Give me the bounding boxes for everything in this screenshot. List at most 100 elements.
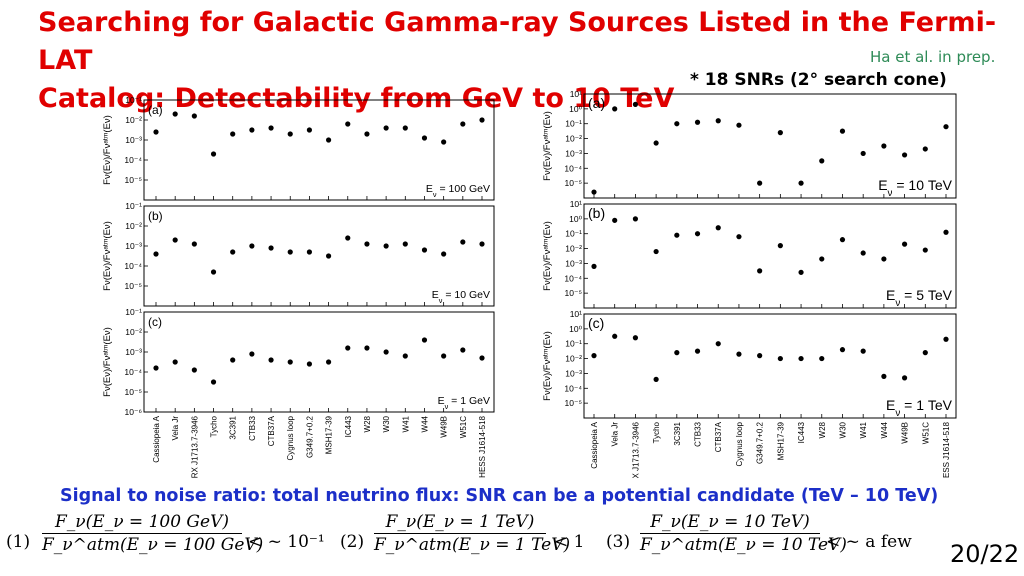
- data-point: [674, 350, 680, 356]
- y-tick-label: 10⁻²: [565, 244, 582, 254]
- data-point: [249, 243, 255, 249]
- data-point: [798, 269, 804, 275]
- x-tick-label: HESS J1614-518: [478, 415, 487, 477]
- data-point: [819, 158, 825, 164]
- figure-right: 10¹ 10⁰ 10⁻¹ 10⁻² 10⁻³ 10⁻⁴ 10⁻⁵ (a) Eν = 10 TeV…: [542, 89, 957, 478]
- x-tick-label: W44: [880, 421, 889, 438]
- y-axis-label: Fν(Eν)/Fνᵃᵗᵐ(Eν): [542, 331, 553, 401]
- data-point: [172, 111, 178, 117]
- reference-note: Ha et al. in prep.: [870, 48, 996, 66]
- data-point: [901, 375, 908, 381]
- y-tick-label: 10⁻¹: [125, 201, 142, 211]
- data-point: [230, 249, 236, 255]
- data-point: [591, 263, 597, 269]
- y-tick-label: 10⁻¹: [565, 229, 582, 239]
- equation-denominator: F_ν^atm(E_ν = 1 TeV): [374, 535, 571, 555]
- data-point: [777, 355, 783, 362]
- data-point: [922, 350, 928, 356]
- y-tick-label: 10⁰: [569, 104, 582, 114]
- y-tick-label: 10¹: [570, 89, 582, 99]
- data-point: [479, 117, 485, 123]
- y-axis-label: Fν(Eν)/Fνᵃᵗᵐ(Eν): [542, 221, 553, 291]
- data-point: [694, 231, 701, 237]
- y-tick-label: 10⁻³: [565, 258, 582, 268]
- y-tick-label: 10⁻¹: [565, 339, 582, 349]
- x-tick-label: W28: [363, 415, 372, 432]
- y-tick-label: 10⁻¹: [565, 119, 582, 129]
- data-point: [153, 251, 159, 257]
- data-point: [839, 128, 846, 134]
- equation-denominator: F_ν^atm(E_ν = 100 GeV): [42, 535, 264, 555]
- data-point: [860, 348, 866, 354]
- data-point: [249, 127, 255, 133]
- x-tick-label: W41: [401, 415, 410, 432]
- data-point: [306, 127, 313, 133]
- y-tick-label: 10⁻³: [125, 347, 142, 357]
- chart-panel: 10¹ 10⁰ 10⁻¹ 10⁻² 10⁻³ 10⁻⁴ 10⁻⁵ (a) Eν = 10 TeV…: [542, 89, 957, 199]
- data-point: [153, 365, 159, 371]
- data-point: [591, 353, 597, 359]
- data-point: [881, 373, 887, 379]
- data-point: [268, 125, 274, 131]
- x-tick-label: CTB37A: [267, 415, 276, 446]
- chart-panel: 10⁻¹ 10⁻² 10⁻³ 10⁻⁴ 10⁻⁵ (b) Eν = 10 GeV Fν(Eν)…: [102, 201, 495, 307]
- data-point: [653, 376, 659, 382]
- data-point: [819, 256, 825, 262]
- x-tick-label: RX J1713.7-3946: [631, 421, 640, 478]
- y-tick-label: 10⁻⁵: [125, 387, 142, 397]
- x-tick-label: W51C: [459, 416, 468, 438]
- data-point: [479, 241, 485, 247]
- x-tick-label: 3C391: [229, 415, 238, 439]
- data-point: [345, 235, 351, 241]
- x-tick-label: W49B: [901, 422, 910, 444]
- data-point: [798, 180, 804, 186]
- data-point: [612, 333, 618, 339]
- data-point: [860, 250, 866, 256]
- data-point: [210, 379, 217, 385]
- data-point: [383, 243, 389, 249]
- data-point: [268, 245, 274, 251]
- data-point: [191, 113, 197, 119]
- data-point: [364, 241, 370, 247]
- x-tick-label: W28: [818, 421, 827, 438]
- data-point: [153, 129, 159, 135]
- signal-text: Signal to noise ratio: total neutrino fl…: [60, 486, 939, 506]
- data-point: [364, 345, 370, 351]
- x-tick-label: MSH17-39: [776, 421, 785, 460]
- energy-label: Eν = 10 GeV: [432, 289, 490, 305]
- data-point: [881, 256, 887, 262]
- data-point: [268, 357, 274, 363]
- data-point: [421, 247, 428, 253]
- data-point: [460, 347, 466, 353]
- x-tick-label: 3C391: [673, 421, 682, 445]
- y-tick-label: 10⁻¹: [125, 307, 142, 317]
- y-tick-label: 10¹: [570, 199, 582, 209]
- data-point: [715, 341, 721, 347]
- data-point: [325, 137, 332, 143]
- panel-label: (a): [588, 95, 605, 111]
- data-point: [383, 349, 389, 355]
- data-point: [287, 359, 293, 365]
- data-point: [757, 180, 763, 186]
- data-point: [441, 353, 447, 359]
- data-point: [901, 241, 908, 247]
- y-tick-label: 10⁰: [569, 214, 582, 224]
- equation-number: (1): [6, 532, 31, 552]
- data-point: [172, 359, 178, 365]
- energy-label: Eν = 1 TeV: [886, 397, 953, 419]
- data-point: [306, 249, 313, 255]
- x-tick-label: HESS J1614-518: [942, 421, 951, 478]
- panel-frame: [583, 93, 957, 199]
- y-tick-label: 10⁻³: [125, 135, 142, 145]
- equation-number: (2): [340, 532, 365, 552]
- data-point: [901, 152, 908, 158]
- equation-denominator: F_ν^atm(E_ν = 10 TeV): [640, 535, 847, 555]
- x-tick-label: CTB33: [694, 421, 703, 446]
- data-point: [632, 216, 639, 222]
- y-tick-label: 10⁻⁵: [565, 398, 582, 408]
- data-point: [364, 131, 370, 137]
- data-point: [653, 140, 659, 146]
- data-point: [736, 122, 742, 128]
- x-tick-label: RX J1713.7-3946: [190, 415, 199, 478]
- x-tick-label: Cassiopeia A: [152, 415, 161, 462]
